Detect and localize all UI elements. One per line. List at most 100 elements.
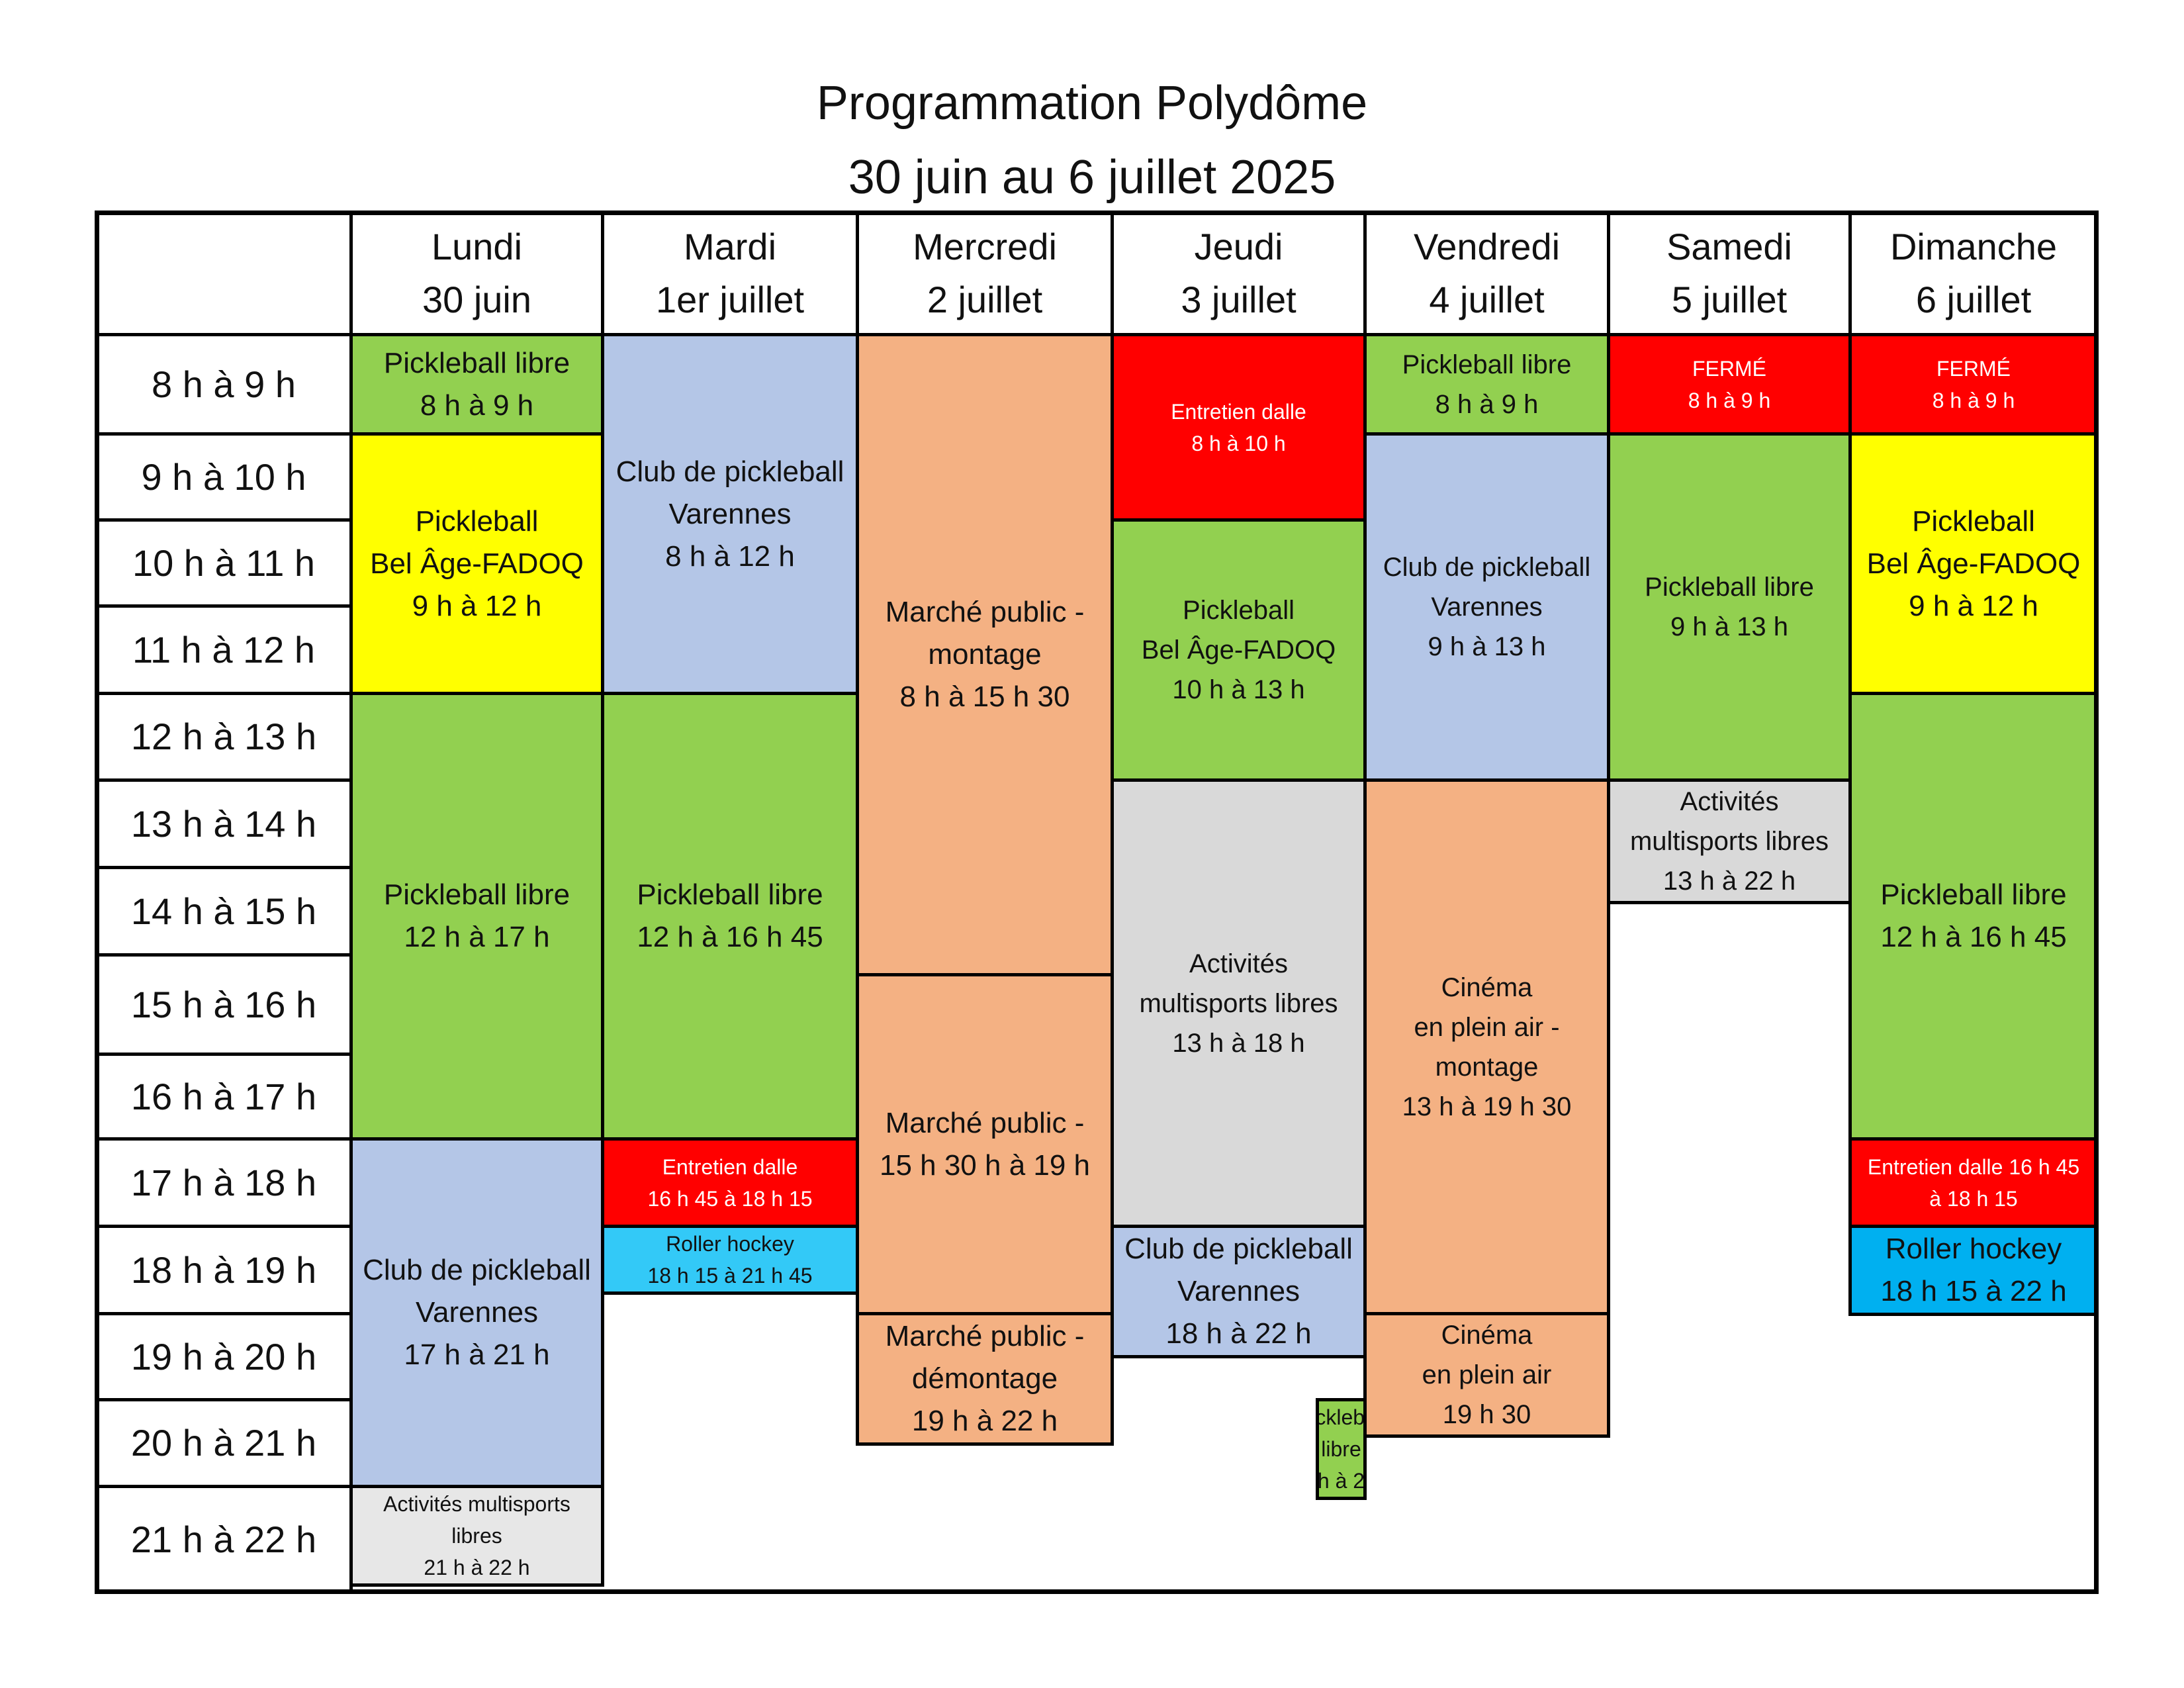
event-mardi-1-line-3: 8 h à 12 h: [665, 539, 795, 573]
event-vendredi-4-line-2: en plein air: [1422, 1360, 1552, 1389]
event-jeudi-3-line-2: multisports libres: [1139, 988, 1338, 1018]
event-lundi-3: Pickleball libre 12 h à 17 h: [349, 692, 604, 1141]
event-mardi-2: Pickleball libre 12 h à 16 h 45: [601, 692, 859, 1141]
event-mercredi-1-line-1: Marché public -: [885, 596, 1085, 628]
event-jeudi-5-line-1: Pickleball: [1316, 1405, 1365, 1429]
event-lundi-1: Pickleball libre 8 h à 9 h: [349, 333, 604, 436]
time-slot: 16 h à 17 h: [95, 1053, 353, 1141]
day-name: Vendredi: [1413, 226, 1561, 267]
day-date: 1er juillet: [655, 279, 805, 320]
event-dimanche-1-line-1: FERMÉ: [1936, 356, 2011, 381]
day-date: 3 juillet: [1181, 279, 1297, 320]
event-vendredi-3: Cinéma en plein air - montage 13 h à 19 h 3…: [1363, 778, 1610, 1315]
event-dimanche-2-line-3: 9 h à 12 h: [1909, 589, 2038, 622]
time-slot-label: 13 h à 14 h: [130, 802, 317, 845]
time-slot-label: 21 h à 22 h: [130, 1518, 317, 1560]
event-mardi-1-line-1: Club de pickleball: [615, 455, 844, 488]
event-samedi-3: Activités multisports libres 13 h à 22 h: [1607, 778, 1852, 904]
schedule-grid: Lundi 30 juin Mardi 1er juillet Mercredi 2 ju…: [95, 211, 2099, 1594]
event-jeudi-1-line-2: 8 h à 10 h: [1191, 431, 1286, 455]
event-lundi-2-line-3: 9 h à 12 h: [412, 589, 542, 622]
event-samedi-3-line-1: Activités: [1680, 787, 1779, 816]
event-lundi-5-line-1: Activités multisports: [383, 1492, 570, 1516]
day-header-lundi: Lundi 30 juin: [349, 211, 604, 336]
event-dimanche-4-line-2: à 18 h 15: [1929, 1186, 2018, 1211]
time-slot: 13 h à 14 h: [95, 778, 353, 869]
title-line-1: Programmation Polydôme: [816, 77, 1368, 130]
time-slot: 14 h à 15 h: [95, 866, 353, 957]
day-name: Jeudi: [1194, 226, 1283, 267]
time-slot-label: 17 h à 18 h: [130, 1161, 317, 1203]
event-samedi-2: Pickleball libre 9 h à 13 h: [1607, 432, 1852, 782]
event-lundi-3-line-2: 12 h à 17 h: [404, 921, 550, 953]
event-dimanche-1-line-2: 8 h à 9 h: [1932, 388, 2015, 412]
event-dimanche-5-line-2: 18 h 15 à 22 h: [1880, 1275, 2067, 1307]
event-jeudi-3-line-1: Activités: [1189, 949, 1288, 978]
time-slot-label: 11 h à 12 h: [132, 628, 316, 671]
time-slot: 17 h à 18 h: [95, 1137, 353, 1228]
event-jeudi-3: Activités multisports libres 13 h à 18 h: [1111, 778, 1367, 1228]
time-slot-label: 14 h à 15 h: [130, 890, 317, 932]
event-jeudi-4: Club de pickleball Varennes 18 h à 22 h: [1111, 1225, 1367, 1358]
title-line-2: 30 juin au 6 juillet 2025: [848, 151, 1336, 204]
event-dimanche-2-line-1: Pickleball: [1912, 504, 2035, 538]
event-dimanche-3: Pickleball libre 12 h à 16 h 45: [1848, 692, 2099, 1141]
event-vendredi-4-line-1: Cinéma: [1441, 1321, 1533, 1350]
event-lundi-1-line-1: Pickleball libre: [383, 346, 570, 379]
day-date: 5 juillet: [1671, 279, 1788, 320]
day-header-mercredi: Mercredi 2 juillet: [856, 211, 1114, 336]
time-slot: 10 h à 11 h: [95, 518, 353, 608]
event-vendredi-4: Cinéma en plein air 19 h 30: [1363, 1312, 1610, 1438]
day-date: 2 juillet: [927, 279, 1043, 320]
time-slot: 15 h à 16 h: [95, 953, 353, 1056]
event-vendredi-2: Club de pickleball Varennes 9 h à 13 h: [1363, 432, 1610, 782]
time-slot: 8 h à 9 h: [95, 333, 353, 436]
event-mercredi-2-line-2: 15 h 30 h à 19 h: [879, 1149, 1091, 1182]
time-slot-label: 10 h à 11 h: [132, 541, 316, 584]
event-lundi-5: Activités multisports libres 21 h à 22 h: [349, 1485, 604, 1587]
event-vendredi-3-line-3: montage: [1435, 1052, 1539, 1082]
event-samedi-3-line-2: multisports libres: [1629, 827, 1829, 856]
event-dimanche-5-line-1: Roller hockey: [1885, 1233, 2062, 1265]
event-mardi-3-line-1: Entretien dalle: [662, 1154, 798, 1179]
time-slot-label: 20 h à 21 h: [130, 1422, 317, 1464]
event-mercredi-1-line-2: montage: [928, 638, 1042, 671]
event-samedi-1-line-1: FERMÉ: [1692, 356, 1766, 381]
day-header-vendredi: Vendredi 4 juillet: [1363, 211, 1610, 336]
time-slot-label: 12 h à 13 h: [130, 716, 317, 757]
event-jeudi-3-line-3: 13 h à 18 h: [1172, 1028, 1305, 1058]
event-vendredi-1-line-2: 8 h à 9 h: [1435, 389, 1539, 419]
event-dimanche-3-line-2: 12 h à 16 h 45: [1880, 921, 2067, 953]
event-jeudi-2-line-1: Pickleball: [1183, 596, 1295, 625]
event-lundi-5-line-2: libres: [451, 1524, 502, 1548]
event-jeudi-2: Pickleball Bel Âge-FADOQ 10 h à 13 h: [1111, 518, 1367, 782]
event-samedi-1: FERMÉ 8 h à 9 h: [1607, 333, 1852, 436]
event-jeudi-1: Entretien dalle 8 h à 10 h: [1111, 333, 1367, 522]
event-jeudi-1-line-1: Entretien dalle: [1171, 399, 1306, 424]
event-vendredi-4-line-3: 19 h 30: [1442, 1400, 1531, 1429]
event-dimanche-4-line-1: Entretien dalle 16 h 45: [1867, 1154, 2080, 1179]
event-lundi-5-line-3: 21 h à 22 h: [424, 1556, 530, 1579]
event-mercredi-2: Marché public - 15 h 30 h à 19 h: [856, 973, 1114, 1315]
page-title: Programmation Polydôme 30 juin au 6 juil…: [0, 66, 2184, 214]
day-name: Mercredi: [913, 226, 1057, 267]
event-dimanche-4: Entretien dalle 16 h 45 à 18 h 15: [1848, 1137, 2099, 1228]
day-name: Lundi: [431, 226, 523, 267]
event-lundi-2-line-2: Bel Âge-FADOQ: [370, 547, 584, 580]
event-mardi-1-line-2: Varennes: [668, 497, 792, 530]
event-vendredi-1-line-1: Pickleball libre: [1402, 350, 1572, 379]
time-slot: 21 h à 22 h: [95, 1485, 353, 1594]
event-lundi-1-line-2: 8 h à 9 h: [420, 389, 534, 422]
event-vendredi-3-line-2: en plein air -: [1414, 1012, 1560, 1042]
time-slot: 11 h à 12 h: [95, 604, 353, 695]
event-jeudi-4-line-1: Club de pickleball: [1124, 1233, 1353, 1265]
day-name: Dimanche: [1889, 226, 2058, 267]
time-slot-label: 16 h à 17 h: [130, 1075, 317, 1117]
event-vendredi-2-line-2: Varennes: [1431, 592, 1543, 622]
day-header-samedi: Samedi 5 juillet: [1607, 211, 1852, 336]
time-slot-label: 9 h à 10 h: [141, 455, 306, 498]
day-header-jeudi: Jeudi 3 juillet: [1111, 211, 1367, 336]
event-jeudi-2-line-3: 10 h à 13 h: [1172, 675, 1305, 704]
event-jeudi-5-line-2: libre: [1321, 1437, 1361, 1461]
event-mercredi-3-line-1: Marché public -: [885, 1320, 1085, 1352]
